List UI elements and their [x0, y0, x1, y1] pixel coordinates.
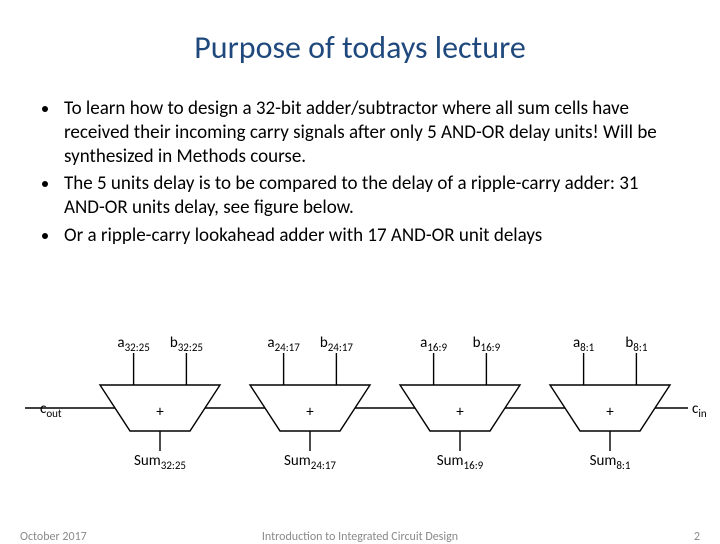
bullet-item: Or a ripple-carry lookahead adder with 1…	[60, 224, 672, 248]
footer-title: Introduction to Integrated Circuit Desig…	[0, 530, 720, 544]
svg-text:b32:25: b32:25	[170, 334, 203, 354]
svg-text:b16:9: b16:9	[473, 334, 501, 354]
svg-text:cin: cin	[692, 400, 707, 420]
svg-text:a32:25: a32:25	[117, 334, 149, 354]
page-title: Purpose of todays lecture	[0, 0, 720, 87]
svg-text:+: +	[606, 403, 614, 421]
svg-text:a24:17: a24:17	[267, 334, 300, 354]
svg-text:Sum32:25: Sum32:25	[134, 452, 186, 472]
svg-text:a16:9: a16:9	[420, 334, 447, 354]
svg-text:+: +	[456, 403, 464, 421]
bullet-item: To learn how to design a 32-bit adder/su…	[60, 97, 672, 168]
footer-page-number: 2	[694, 530, 700, 544]
svg-text:a8:1: a8:1	[573, 334, 595, 354]
bullet-list: To learn how to design a 32-bit adder/su…	[0, 87, 720, 248]
svg-text:cout: cout	[40, 400, 62, 420]
svg-text:Sum8:1: Sum8:1	[590, 452, 631, 472]
svg-text:Sum16:9: Sum16:9	[437, 452, 484, 472]
adder-diagram: cout + a32:25 b32:25 Sum32:25 + a24:17 b24:17 Su…	[0, 330, 720, 490]
bullet-item: The 5 units delay is to be compared to t…	[60, 172, 672, 220]
svg-text:b8:1: b8:1	[625, 334, 647, 354]
svg-text:b24:17: b24:17	[320, 334, 354, 354]
svg-text:+: +	[306, 403, 314, 421]
svg-text:Sum24:17: Sum24:17	[284, 452, 336, 472]
svg-text:+: +	[156, 403, 164, 421]
